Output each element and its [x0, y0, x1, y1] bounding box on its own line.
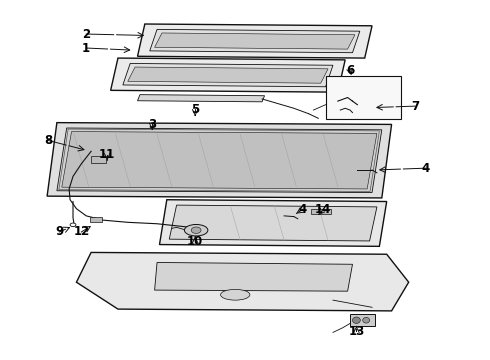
- Text: 5: 5: [191, 103, 199, 116]
- Text: 2: 2: [82, 28, 90, 41]
- Polygon shape: [76, 252, 409, 311]
- Ellipse shape: [363, 318, 369, 323]
- Text: 4: 4: [298, 203, 307, 216]
- Polygon shape: [138, 95, 265, 102]
- Polygon shape: [47, 123, 392, 198]
- Polygon shape: [111, 58, 345, 92]
- Polygon shape: [128, 67, 328, 83]
- Ellipse shape: [220, 289, 250, 300]
- Text: 6: 6: [346, 64, 354, 77]
- Text: 11: 11: [99, 148, 115, 161]
- Polygon shape: [123, 63, 333, 87]
- Polygon shape: [150, 30, 360, 53]
- Text: 3: 3: [148, 118, 156, 131]
- Bar: [91, 156, 106, 163]
- Ellipse shape: [184, 225, 208, 236]
- Ellipse shape: [191, 227, 201, 233]
- Bar: [90, 217, 102, 222]
- Text: 7: 7: [411, 100, 419, 113]
- Ellipse shape: [352, 317, 360, 323]
- Ellipse shape: [70, 223, 76, 226]
- Text: 1: 1: [82, 41, 90, 54]
- Text: 8: 8: [45, 134, 53, 147]
- Text: 4: 4: [422, 162, 430, 175]
- Polygon shape: [169, 205, 377, 241]
- Polygon shape: [155, 262, 352, 291]
- Text: 14: 14: [315, 203, 331, 216]
- Text: 9: 9: [55, 225, 63, 238]
- Bar: [326, 76, 401, 119]
- Text: 10: 10: [187, 235, 203, 248]
- Text: 13: 13: [348, 325, 365, 338]
- Bar: [311, 209, 331, 215]
- Text: 12: 12: [73, 225, 90, 238]
- Polygon shape: [159, 200, 387, 246]
- Polygon shape: [155, 33, 355, 49]
- Polygon shape: [62, 132, 377, 189]
- Polygon shape: [138, 24, 372, 58]
- Bar: [350, 315, 375, 326]
- Polygon shape: [57, 128, 382, 193]
